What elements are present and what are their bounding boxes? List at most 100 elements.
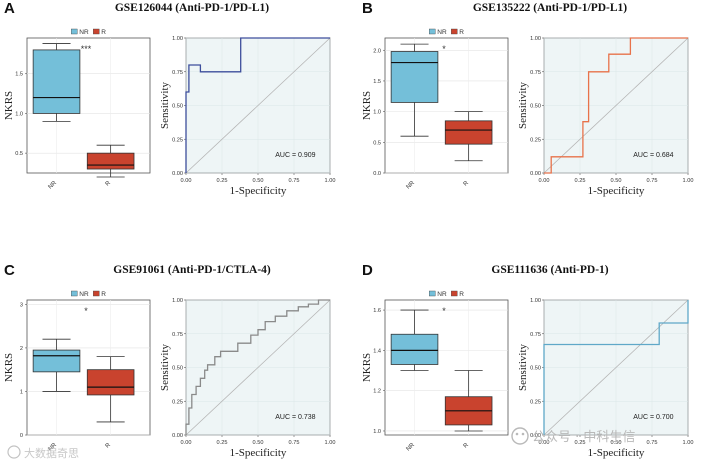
y-tick-label: 0.00 <box>530 171 541 177</box>
box-nr: NR <box>32 43 81 191</box>
y-tick-label: 1.5 <box>373 79 381 85</box>
roc-curve-line <box>543 300 689 435</box>
y-tick-label: 1.6 <box>373 308 381 314</box>
x-axis-label: 1-Specificity <box>230 447 287 459</box>
legend-label-nr: NR <box>79 29 89 36</box>
legend-swatch-r <box>93 290 100 297</box>
x-tick-label: 0.50 <box>611 440 622 446</box>
significance-marker: *** <box>81 44 92 54</box>
x-tick-label: 0.50 <box>253 178 264 184</box>
y-tick-label: 0.25 <box>530 137 541 143</box>
y-axis-label: NKRS <box>3 91 15 120</box>
y-axis-label: Sensitivity <box>159 343 171 391</box>
legend-label-r: R <box>459 29 464 36</box>
y-tick-label: 0.5 <box>373 140 381 146</box>
x-tick-label: 0.25 <box>575 440 586 446</box>
x-category-label: R <box>105 442 113 450</box>
box-r: R <box>444 111 493 188</box>
auc-label: AUC = 0.700 <box>633 414 673 421</box>
panel-letter: A <box>4 0 15 17</box>
x-tick-label: 0.00 <box>181 440 192 446</box>
box-body <box>86 369 135 396</box>
panel-letter: B <box>362 0 373 17</box>
legend-label-r: R <box>101 29 106 36</box>
legend-swatch-nr <box>71 28 78 35</box>
roc-curve-plot: 0.00 0.25 0.50 0.75 1.00 0.00 0.25 0.50 0.75 1.00… <box>159 36 335 197</box>
y-tick-label: 0.50 <box>172 366 183 372</box>
x-category-label: NR <box>48 442 59 453</box>
legend-label-nr: NR <box>437 291 447 298</box>
panel-letter: C <box>4 262 15 279</box>
y-tick-label: 1.0 <box>373 429 381 435</box>
auc-label: AUC = 0.738 <box>275 414 315 421</box>
x-category-label: R <box>463 180 471 188</box>
y-axis-label: NKRS <box>3 353 15 382</box>
x-tick-label: 1.00 <box>325 178 336 184</box>
y-axis-label: NKRS <box>361 91 373 120</box>
y-axis-label: Sensitivity <box>159 81 171 129</box>
y-tick-label: 1.00 <box>530 36 541 42</box>
y-tick-label: 0.25 <box>530 399 541 405</box>
panel-letter: D <box>362 262 373 279</box>
roc-curve-line <box>544 37 688 174</box>
x-tick-label: 1.00 <box>325 440 336 446</box>
significance-marker: * <box>84 306 88 316</box>
x-axis-label: 1-Specificity <box>230 185 287 197</box>
y-tick-label: 0.50 <box>172 104 183 110</box>
legend-swatch-nr <box>429 290 436 297</box>
watermark-right-text: 公众号 · 中科生信 <box>532 430 635 445</box>
panel-title: GSE91061 (Anti-PD-1/CTLA-4) <box>113 264 271 276</box>
y-tick-label: 0.00 <box>530 433 541 439</box>
x-tick-label: 0.50 <box>253 440 264 446</box>
x-tick-label: 0.75 <box>289 178 300 184</box>
y-tick-label: 0.0 <box>373 171 381 177</box>
box-body <box>390 333 439 365</box>
y-axis-label: Sensitivity <box>517 81 529 129</box>
boxplot: 0.0 0.5 1.0 1.5 2.0 NKRS NR R NR R * <box>361 28 509 191</box>
x-tick-label: 0.00 <box>539 440 550 446</box>
panel-title: GSE111636 (Anti-PD-1) <box>491 264 608 276</box>
box-body <box>32 349 81 373</box>
y-axis-label: Sensitivity <box>517 343 529 391</box>
y-tick-label: 0.00 <box>172 433 183 439</box>
legend-label-r: R <box>101 291 106 298</box>
y-tick-label: 0 <box>20 433 23 439</box>
y-tick-label: 0.00 <box>172 171 183 177</box>
x-category-label: NR <box>406 180 417 191</box>
box-body <box>86 152 135 170</box>
legend-label-r: R <box>459 291 464 298</box>
y-tick-label: 0.5 <box>15 151 23 157</box>
y-tick-label: 1.00 <box>530 298 541 304</box>
y-tick-label: 0.75 <box>172 332 183 338</box>
y-tick-label: 1.4 <box>373 348 381 354</box>
x-tick-label: 0.00 <box>539 178 550 184</box>
x-tick-label: 0.00 <box>181 178 192 184</box>
legend-label-nr: NR <box>79 291 89 298</box>
boxplot: 1.0 1.2 1.4 1.6 NKRS NR R NR R * <box>361 290 509 453</box>
x-tick-label: 1.00 <box>683 440 694 446</box>
watermark-logo-icon <box>7 445 21 459</box>
y-tick-label: 1.00 <box>172 36 183 42</box>
y-tick-label: 0.50 <box>530 366 541 372</box>
x-tick-label: 0.25 <box>217 178 228 184</box>
x-tick-label: 0.50 <box>611 178 622 184</box>
panel-title: GSE126044 (Anti-PD-1/PD-L1) <box>115 2 269 14</box>
panel-c: C GSE91061 (Anti-PD-1/CTLA-4) 0 1 2 3 NKRS NR R N… <box>3 262 335 459</box>
x-axis-label: 1-Specificity <box>588 447 645 459</box>
y-tick-label: 1.2 <box>373 389 381 395</box>
y-axis-label: NKRS <box>361 353 373 382</box>
y-tick-label: 0.50 <box>530 104 541 110</box>
watermark-left: 大数据奇思 <box>7 445 79 460</box>
y-tick-label: 0.75 <box>530 332 541 338</box>
box-r: R <box>86 144 135 187</box>
wechat-icon-eye <box>521 432 525 436</box>
panel-b: B GSE135222 (Anti-PD-1/PD-L1) 0.0 0.5 1.0 1.5… <box>361 0 693 197</box>
reference-diagonal <box>185 37 331 174</box>
roc-curve-plot: 0.00 0.25 0.50 0.75 1.00 0.00 0.25 0.50 0.75 1.00… <box>517 36 693 197</box>
x-category-label: NR <box>48 180 59 191</box>
y-tick-label: 1 <box>20 389 23 395</box>
panel-a: A GSE126044 (Anti-PD-1/PD-L1) 0.5 1.0 1.5 NKR… <box>3 0 335 197</box>
x-tick-label: 0.25 <box>217 440 228 446</box>
box-nr: NR <box>390 43 439 191</box>
